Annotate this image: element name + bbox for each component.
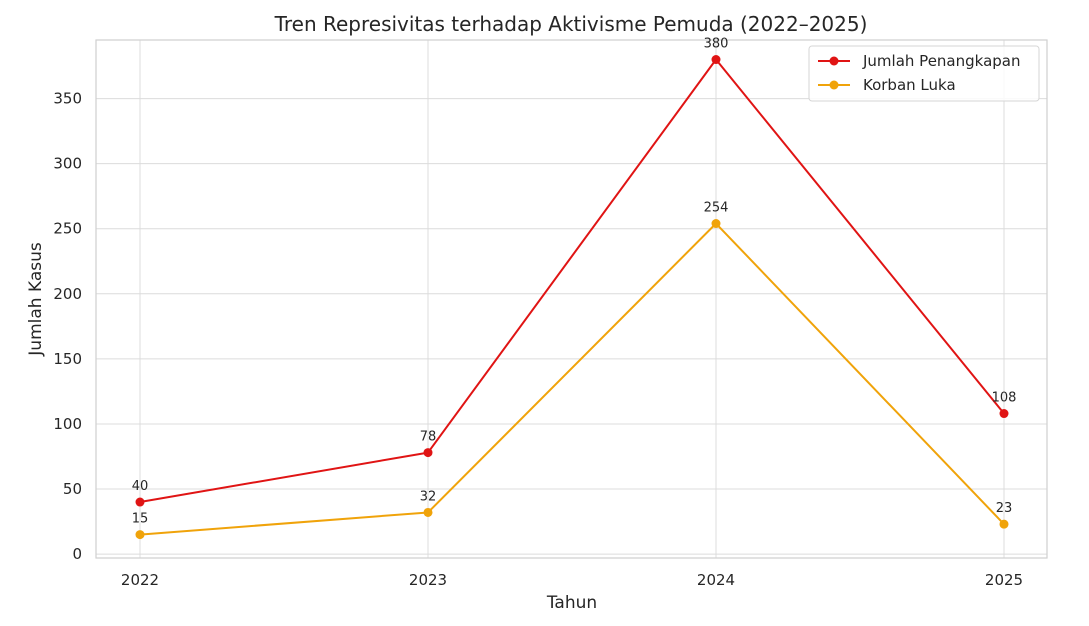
y-tick-label-250: 250 [53,220,82,238]
point-korban-luka-2025 [999,519,1009,529]
legend-entry-jumlah-penangkapan: Jumlah Penangkapan [862,52,1020,70]
y-tick-label-350: 350 [53,90,82,108]
y-tick-label-200: 200 [53,285,82,303]
x-axis-ticks: 2022 2023 2024 2025 [121,571,1023,589]
point-korban-luka-2024 [711,219,721,229]
series-line-jumlah-penangkapan [139,58,1005,504]
plot-frame [95,39,1048,559]
point-korban-luka-2023 [423,507,433,517]
point-jumlah-penangkapan-2022 [135,497,145,507]
grid [96,40,1047,558]
x-tick-label-2023: 2023 [409,571,447,589]
series-line-korban-luka [139,222,1005,536]
data-labels: 40 78 380 108 15 32 254 23 [132,37,1017,527]
y-axis-ticks: 0 50 100 150 200 250 300 350 [53,90,82,564]
point-jumlah-penangkapan-2025 [999,409,1009,419]
point-jumlah-penangkapan-2024 [711,55,721,65]
data-label-korban-luka-2025: 23 [996,501,1013,516]
x-tick-label-2025: 2025 [985,571,1023,589]
legend-marker-jumlah-penangkapan [829,56,839,66]
legend: Jumlah Penangkapan Korban Luka [808,45,1040,102]
data-label-korban-luka-2024: 254 [704,201,729,216]
legend-marker-korban-luka [829,80,839,90]
series-layer [135,55,1009,540]
y-tick-label-0: 0 [72,545,82,563]
y-axis-label: Jumlah Kasus [26,242,46,357]
data-label-jumlah-penangkapan-2022: 40 [132,479,149,494]
x-tick-label-2022: 2022 [121,571,159,589]
y-tick-label-100: 100 [53,415,82,433]
chart-title: Tren Represivitas terhadap Aktivisme Pem… [274,12,868,36]
point-korban-luka-2022 [135,530,145,540]
y-tick-label-50: 50 [63,480,82,498]
x-tick-label-2024: 2024 [697,571,735,589]
y-tick-label-300: 300 [53,155,82,173]
data-label-korban-luka-2022: 15 [132,512,149,527]
x-axis-label: Tahun [546,593,597,613]
legend-entry-korban-luka: Korban Luka [863,76,956,94]
y-tick-label-150: 150 [53,350,82,368]
point-jumlah-penangkapan-2023 [423,448,433,458]
data-label-jumlah-penangkapan-2023: 78 [420,430,437,445]
data-label-jumlah-penangkapan-2024: 380 [704,37,729,52]
legend-box [808,45,1040,102]
data-label-jumlah-penangkapan-2025: 108 [992,391,1017,406]
data-label-korban-luka-2023: 32 [420,489,437,504]
